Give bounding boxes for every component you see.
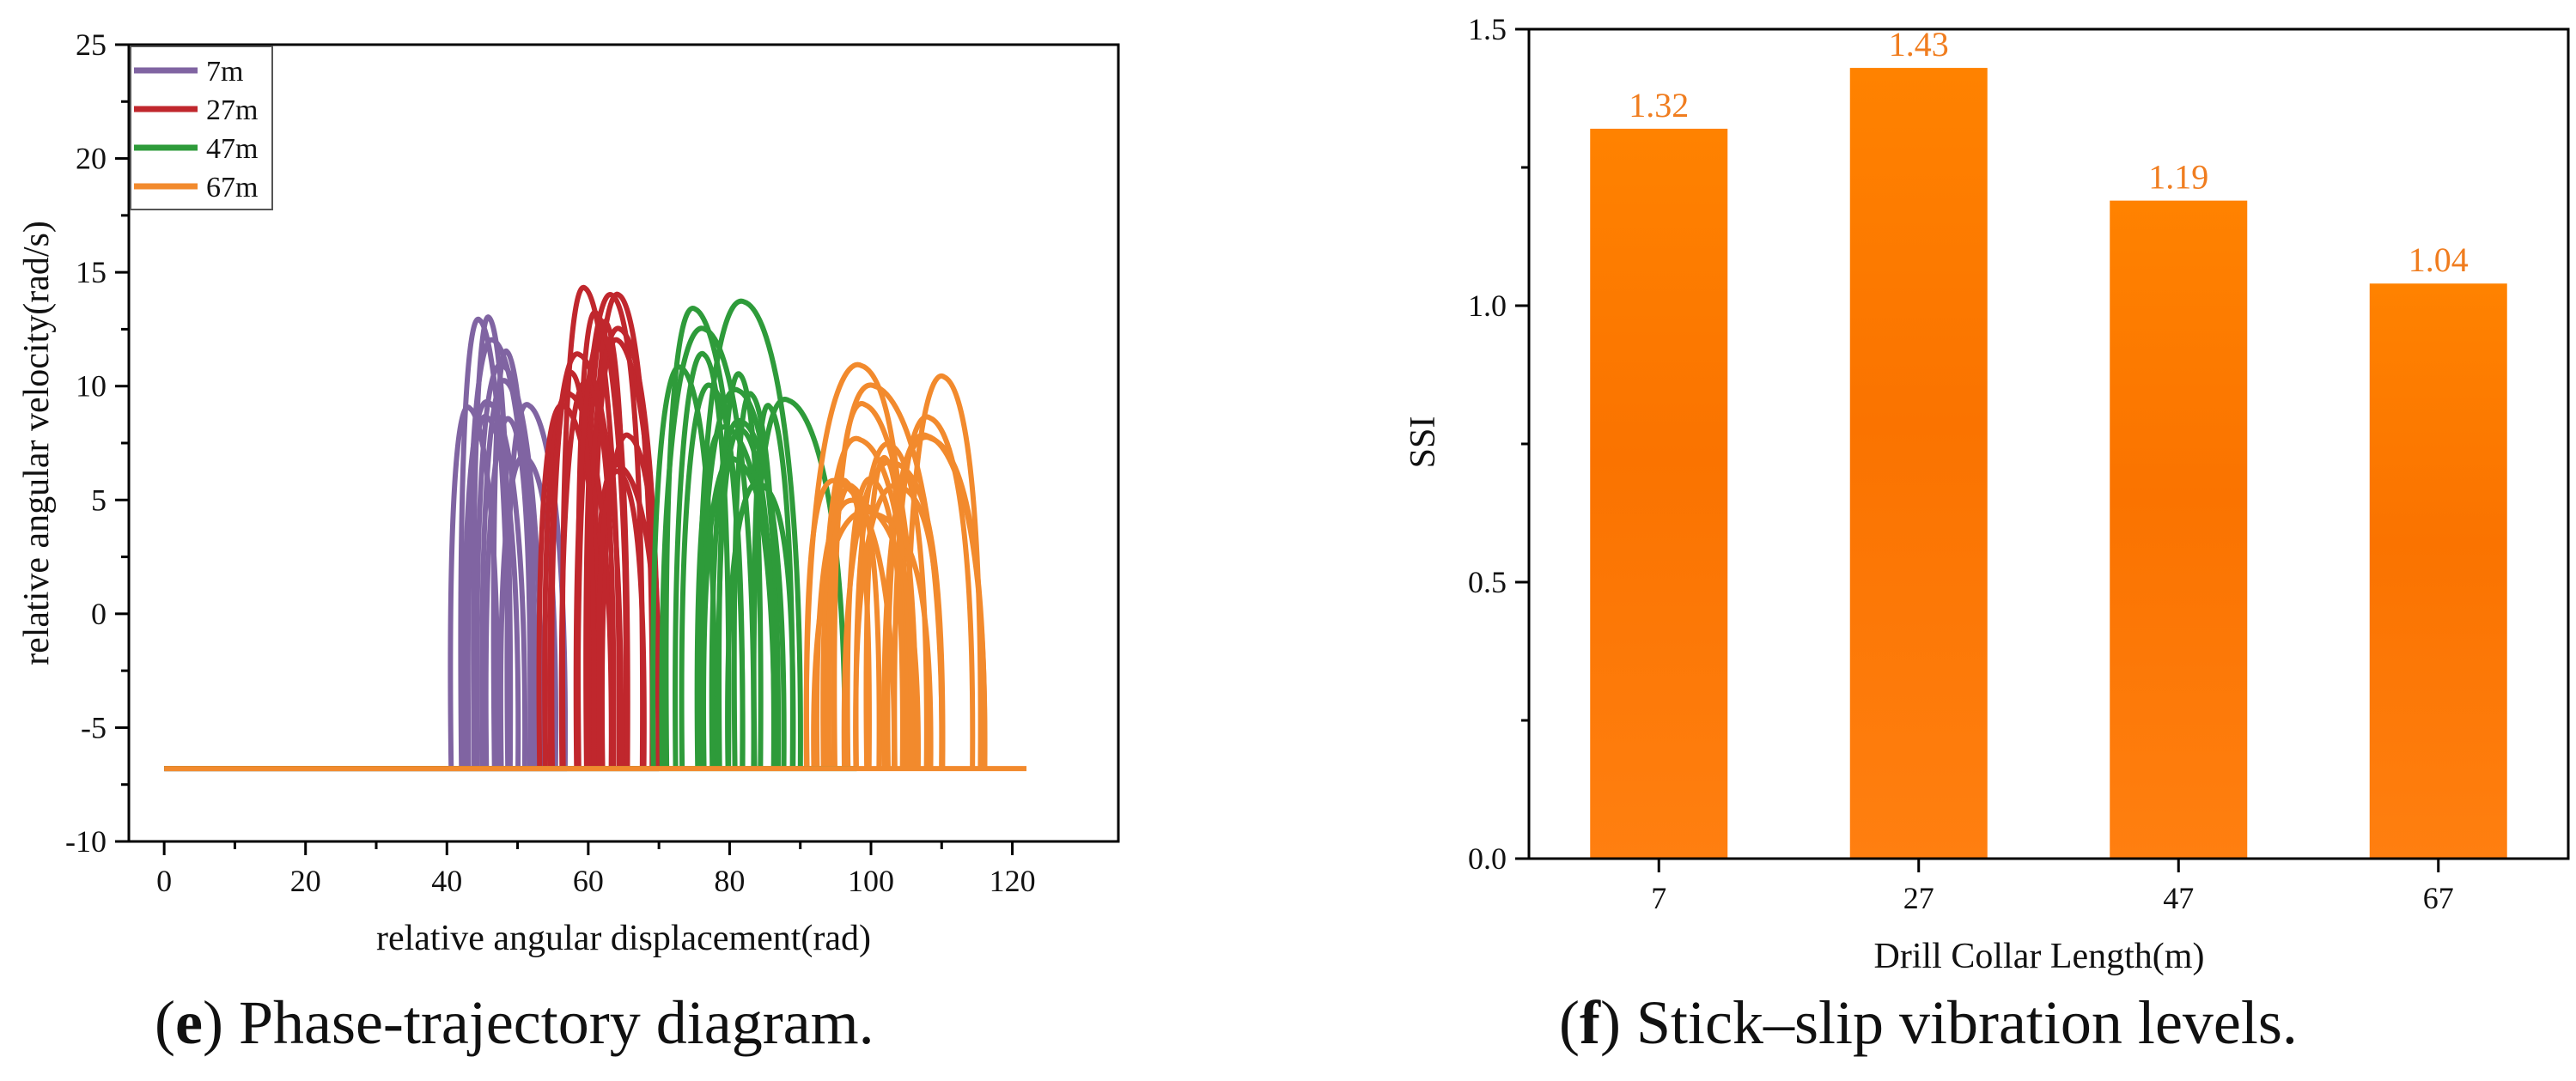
ssi-value-label-47: 1.19 [2148, 158, 2208, 197]
phase-axes: 0 20 40 60 80 100 120 -10 -5 0 5 10 15 20 25 [65, 27, 1036, 898]
phase-y-axis-label: relative angular velocity(rad/s) [17, 221, 57, 665]
ssi-bar-47 [2110, 200, 2248, 859]
legend-label-47m: 47m [206, 133, 258, 165]
phase-y-tick-label: 15 [76, 255, 107, 289]
ssi-bar-panel: 1.32 1.43 1.19 1.04 7 27 47 67 0.0 0.5 1.0 1.5 Dri… [1404, 12, 2570, 976]
bar-y-tick-label: 0.0 [1468, 841, 1507, 876]
bar-y-tick-label: 0.5 [1468, 565, 1507, 599]
phase-x-tick-label: 20 [290, 864, 321, 898]
phase-y-tick-label: 25 [76, 27, 107, 62]
legend-label-7m: 7m [206, 56, 243, 88]
trajectory-loop [650, 364, 718, 769]
phase-x-tick-label: 40 [431, 864, 462, 898]
bar-y-axis-label: SSI [1404, 416, 1443, 469]
trajectory-loop [716, 426, 776, 769]
ssi-value-label-67: 1.04 [2409, 240, 2469, 279]
trajectory-series-47m [650, 298, 848, 769]
ssi-value-label-7: 1.32 [1629, 86, 1689, 124]
bar-x-axis-label: Drill Collar Length(m) [1874, 937, 2205, 976]
phase-y-tick-label: 0 [91, 597, 107, 631]
bar-x-tick-label: 7 [1651, 881, 1666, 915]
trajectory-loop [448, 404, 501, 769]
trajectory-loop [663, 305, 746, 769]
trajectory-loop [461, 398, 528, 769]
bar-axes: 7 27 47 67 0.0 0.5 1.0 1.5 [1468, 12, 2454, 915]
caption-f-text: Stick–slip vibration levels. [1635, 988, 2298, 1057]
trajectory-loop [483, 416, 533, 769]
trajectory-loop [465, 414, 521, 769]
legend-label-67m: 67m [206, 172, 258, 203]
trajectory-loop [709, 417, 787, 769]
ssi-bar-7 [1590, 128, 1728, 859]
caption-e-letter: e [174, 988, 203, 1057]
trajectory-loop [813, 497, 921, 769]
phase-y-tick-label: 20 [76, 142, 107, 176]
bar-x-tick-label: 27 [1903, 881, 1934, 915]
legend-box [130, 46, 273, 210]
phase-x-axis-label: relative angular displacement(rad) [376, 919, 871, 958]
phase-y-tick-label: 10 [76, 369, 107, 404]
trajectory-loop [573, 331, 630, 769]
bar-y-tick-label: 1.5 [1468, 12, 1507, 46]
caption-f: (f) Stick–slip vibration levels. [1559, 988, 2298, 1057]
phase-y-tick-label: -10 [65, 824, 107, 859]
ssi-bars: 1.32 1.43 1.19 1.04 [1590, 25, 2507, 859]
trajectory-loop [853, 483, 945, 769]
legend-label-27m: 27m [206, 94, 258, 126]
ssi-bar-67 [2369, 283, 2507, 859]
ssi-bar-27 [1849, 68, 1988, 859]
trajectory-plot-area [164, 284, 1027, 772]
trajectory-loop [549, 369, 597, 769]
trajectory-loop [831, 401, 919, 769]
ssi-value-label-27: 1.43 [1889, 25, 1949, 64]
trajectory-loop [825, 483, 882, 769]
phase-x-tick-label: 60 [573, 864, 604, 898]
trajectory-loop [673, 350, 732, 769]
phase-x-tick-label: 100 [848, 864, 894, 898]
trajectory-loop [479, 378, 539, 769]
trajectory-loop [881, 434, 988, 769]
phase-y-tick-label: 5 [91, 483, 107, 517]
bar-y-tick-label: 1.0 [1468, 288, 1507, 323]
caption-e-text: Phase-trajectory diagram. [238, 988, 874, 1057]
phase-x-tick-label: 120 [990, 864, 1036, 898]
trajectory-loop [595, 468, 647, 769]
trajectory-series-67m [803, 361, 988, 769]
bar-x-tick-label: 47 [2163, 881, 2194, 915]
trajectory-loop [474, 361, 545, 769]
phase-x-tick-label: 80 [714, 864, 745, 898]
phase-x-tick-label: 0 [156, 864, 172, 898]
trajectory-loop [853, 441, 929, 769]
phase-legend: 7m 27m 47m 67m [130, 46, 273, 210]
caption-e: (e) Phase-trajectory diagram. [155, 988, 874, 1057]
phase-y-tick-label: -5 [81, 710, 107, 744]
caption-f-letter: f [1579, 988, 1600, 1057]
bar-x-tick-label: 67 [2423, 881, 2454, 915]
phase-trajectory-panel: 0 20 40 60 80 100 120 -10 -5 0 5 10 15 20 25 7m 27m 47m 6… [17, 27, 1120, 958]
